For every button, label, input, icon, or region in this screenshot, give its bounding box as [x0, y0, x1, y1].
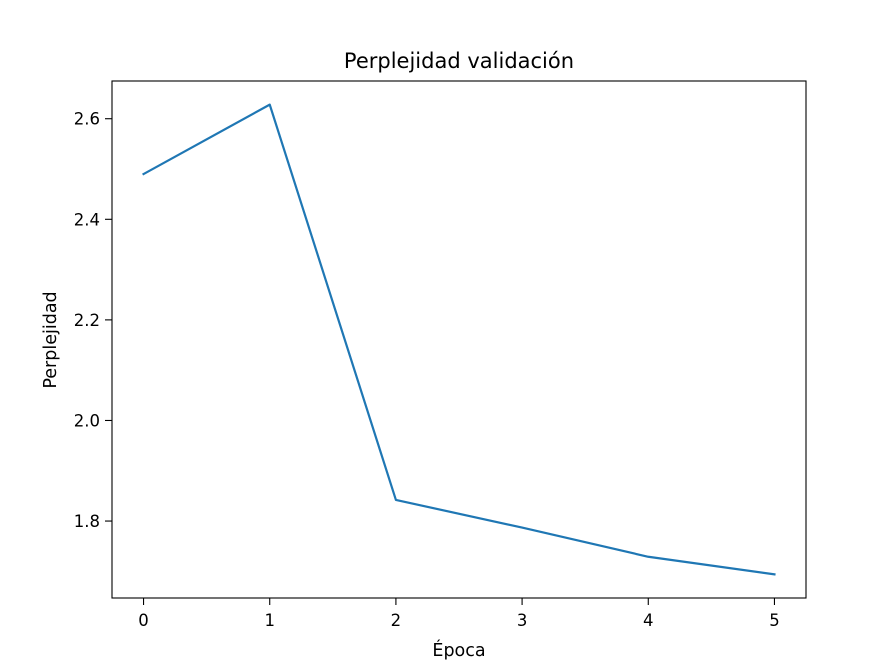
y-axis-label: Perplejidad [41, 291, 61, 388]
x-axis: 0 1 2 3 4 5 [138, 598, 780, 630]
x-tick-label-3: 3 [517, 611, 528, 630]
x-tick-label-4: 4 [643, 611, 654, 630]
plot-frame [111, 80, 807, 599]
x-tick-label-5: 5 [769, 611, 780, 630]
y-tick-label-0: 1.8 [74, 512, 100, 531]
y-tick-label-1: 2.0 [74, 411, 100, 430]
x-tick-label-1: 1 [264, 611, 275, 630]
y-tick-label-4: 2.6 [74, 110, 100, 129]
chart-title: Perplejidad validación [344, 49, 574, 73]
y-tick-label-2: 2.2 [74, 311, 100, 330]
plot-area [111, 80, 807, 599]
y-axis: 1.8 2.0 2.2 2.4 2.6 [74, 110, 112, 531]
series-layer [142, 103, 776, 576]
x-tick-label-0: 0 [138, 611, 149, 630]
x-axis-label: Época [432, 639, 485, 661]
series-line-0 [142, 103, 776, 576]
y-tick-label-3: 2.4 [74, 210, 100, 229]
x-tick-label-2: 2 [391, 611, 402, 630]
